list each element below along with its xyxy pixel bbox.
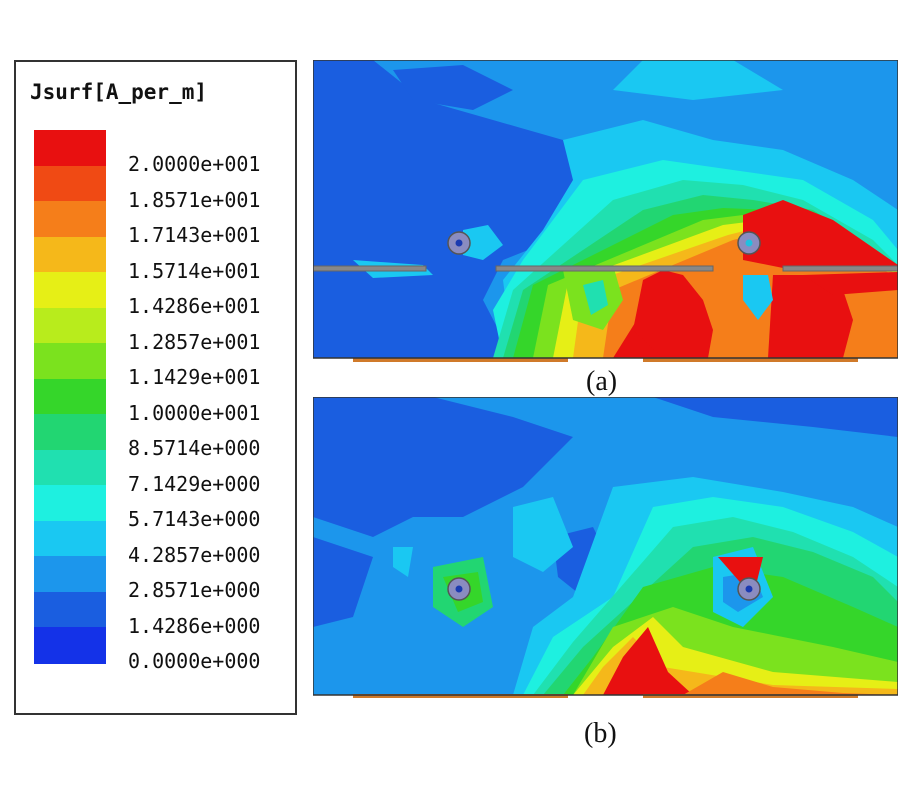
legend-swatch bbox=[34, 307, 106, 344]
legend-swatch bbox=[34, 556, 106, 593]
legend-label: 0.0000e+000 bbox=[128, 649, 261, 673]
caption-a: (a) bbox=[586, 366, 618, 397]
caption-b: (b) bbox=[584, 718, 617, 749]
current-density-plot-b bbox=[313, 397, 898, 702]
legend-swatch bbox=[34, 627, 106, 664]
legend-swatch bbox=[34, 236, 106, 273]
legend-swatch bbox=[34, 414, 106, 451]
legend-label: 2.8571e+000 bbox=[128, 578, 261, 602]
legend-swatch bbox=[34, 165, 106, 202]
legend-label: 5.7143e+000 bbox=[128, 507, 261, 531]
legend-label: 1.4286e+001 bbox=[128, 294, 261, 318]
color-scale-bar bbox=[34, 130, 106, 664]
legend-label: 1.4286e+000 bbox=[128, 613, 261, 638]
legend-label: 8.5714e+000 bbox=[128, 436, 261, 460]
legend-swatch bbox=[34, 272, 106, 309]
legend-swatch bbox=[34, 449, 106, 486]
legend-swatch bbox=[34, 201, 106, 238]
color-legend: Jsurf[A_per_m] 2.0000e+001 1.8571e+001 1.7… bbox=[14, 60, 297, 715]
legend-swatch bbox=[34, 520, 106, 557]
legend-label: 7.1429e+000 bbox=[128, 471, 261, 496]
legend-label: 1.0000e+001 bbox=[128, 400, 261, 425]
legend-swatch bbox=[34, 485, 106, 522]
legend-title: Jsurf[A_per_m] bbox=[30, 80, 208, 104]
current-density-plot-a bbox=[313, 60, 898, 365]
legend-label: 4.2857e+000 bbox=[128, 542, 261, 567]
legend-label: 1.7143e+001 bbox=[128, 223, 261, 247]
legend-label: 2.0000e+001 bbox=[128, 152, 261, 176]
legend-label: 1.2857e+001 bbox=[128, 329, 261, 354]
legend-swatch bbox=[34, 378, 106, 415]
legend-label: 1.8571e+001 bbox=[128, 187, 261, 212]
legend-swatch bbox=[34, 591, 106, 628]
legend-swatch bbox=[34, 130, 106, 167]
legend-swatch bbox=[34, 343, 106, 380]
legend-label: 1.1429e+001 bbox=[128, 365, 261, 389]
legend-label: 1.5714e+001 bbox=[128, 258, 261, 283]
